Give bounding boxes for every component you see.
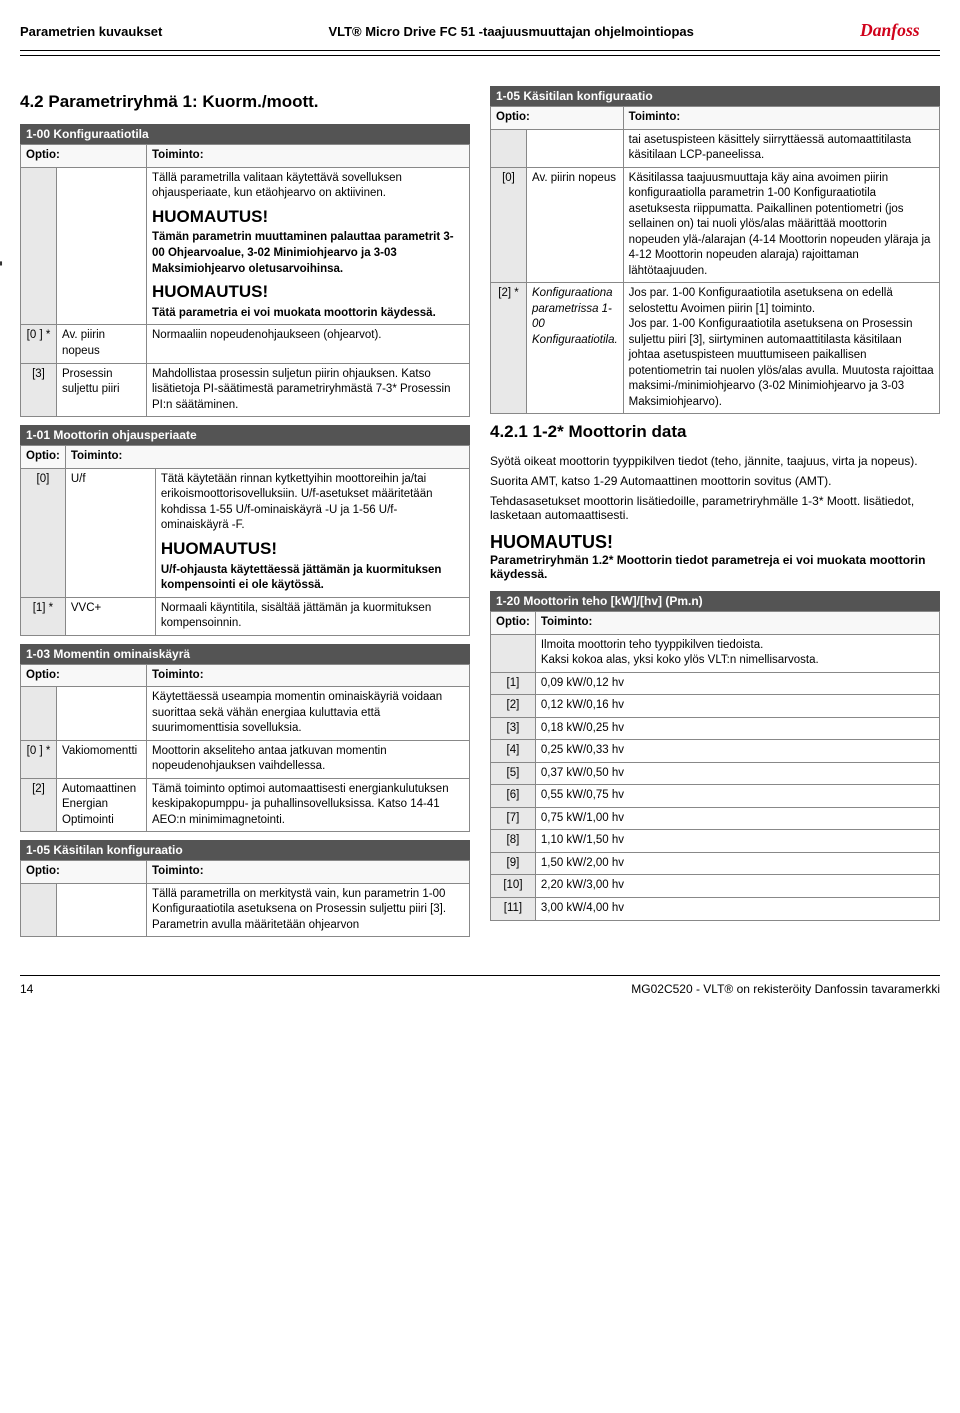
toiminto-label: Toiminto: (623, 107, 939, 130)
table-row: Ilmoita moottorin teho tyyppikilven tied… (491, 634, 940, 672)
table-row: [1] * VVC+ Normaali käyntitila, sisältää… (21, 597, 470, 635)
table-row: [0] U/f Tätä käytetään rinnan kytkettyih… (21, 468, 470, 597)
param-1-05-header: 1-05 Käsitilan konfiguraatio (490, 86, 940, 106)
table-row: [2] * Konfiguraationa parametrissa 1-00 … (491, 283, 940, 414)
section-4-2-1-p3: Tehdasasetukset moottorin lisätiedoille,… (490, 494, 940, 522)
table-row: Käytettäessä useampia momentin ominaiskä… (21, 687, 470, 741)
section-4-2-1-p1: Syötä oikeat moottorin tyyppikilven tied… (490, 454, 940, 468)
huomautus-title: HUOMAUTUS! (152, 206, 464, 229)
huomautus-title: HUOMAUTUS! (152, 281, 464, 304)
toiminto-label: Toiminto: (147, 145, 470, 168)
toiminto-label: Toiminto: (535, 612, 939, 635)
param-1-20-header: 1-20 Moottorin teho [kW]/[hv] (Pm.n) (490, 591, 940, 611)
optio-label: Optio: (491, 612, 536, 635)
param-1-05-left-table: Optio: Toiminto: Tällä parametrilla on m… (20, 860, 470, 937)
table-row: [3] Prosessin suljettu piiri Mahdollista… (21, 363, 470, 417)
table-row: [11]3,00 kW/4,00 hv (491, 897, 940, 920)
table-row: tai asetuspisteen käsittely siirryttäess… (491, 129, 940, 167)
optio-label: Optio: (491, 107, 624, 130)
param-1-03-table: Optio: Toiminto: Käytettäessä useampia m… (20, 664, 470, 833)
param-1-01-header: 1-01 Moottorin ohjausperiaate (20, 425, 470, 445)
huomautus-body: U/f-ohjausta käytettäessä jättämän ja ku… (161, 564, 442, 592)
table-row: [3]0,18 kW/0,25 hv (491, 717, 940, 740)
param-1-01-table: Optio: Toiminto: [0] U/f Tätä käytetään … (20, 445, 470, 636)
section-4-2-1-p2: Suorita AMT, katso 1-29 Automaattinen mo… (490, 474, 940, 488)
optio-label: Optio: (21, 664, 147, 687)
param-1-00-header: 1-00 Konfiguraatiotila (20, 124, 470, 144)
header-center: VLT® Micro Drive FC 51 -taajuusmuuttajan… (328, 24, 693, 39)
huomautus-body: Tämän parametrin muuttaminen palauttaa p… (152, 230, 464, 277)
table-row: [6]0,55 kW/0,75 hv (491, 785, 940, 808)
section-4-2-title: 4.2 Parametriryhmä 1: Kuorm./moott. (20, 92, 470, 112)
param-1-00-table: Optio: Toiminto: Tällä parametrilla vali… (20, 144, 470, 417)
header-left: Parametrien kuvaukset (20, 24, 162, 39)
table-row: [7]0,75 kW/1,00 hv (491, 807, 940, 830)
param-1-00-intro: Tällä parametrilla valitaan käytettävä s… (152, 171, 464, 202)
page-header: Parametrien kuvaukset VLT® Micro Drive F… (20, 0, 940, 51)
table-row: Tällä parametrilla on merkitystä vain, k… (21, 883, 470, 937)
table-row: [10]2,20 kW/3,00 hv (491, 875, 940, 898)
optio-label: Optio: (21, 446, 66, 469)
table-row: [5]0,37 kW/0,50 hv (491, 762, 940, 785)
table-row: [1]0,09 kW/0,12 hv (491, 672, 940, 695)
danfoss-logo: Danfoss (860, 18, 940, 44)
page-footer: 14 MG02C520 - VLT® on rekisteröity Danfo… (20, 975, 940, 996)
page-number: 14 (20, 982, 33, 996)
chapter-number-tab: 4 (0, 236, 2, 281)
huomautus-body: Tätä parametria ei voi muokata moottorin… (152, 306, 464, 322)
toiminto-label: Toiminto: (65, 446, 469, 469)
table-row: [0 ] * Vakiomomentti Moottorin akseliteh… (21, 740, 470, 778)
svg-text:Danfoss: Danfoss (860, 20, 920, 40)
huomautus-block: HUOMAUTUS! Parametriryhmän 1.2* Moottori… (490, 532, 940, 581)
optio-label: Optio: (21, 145, 147, 168)
toiminto-label: Toiminto: (147, 664, 470, 687)
table-row: [9]1,50 kW/2,00 hv (491, 852, 940, 875)
optio-label: Optio: (21, 861, 147, 884)
section-4-2-1-title: 4.2.1 1-2* Moottorin data (490, 422, 940, 442)
param-1-03-header: 1-03 Momentin ominaiskäyrä (20, 644, 470, 664)
table-row: [0 ] * Av. piirin nopeus Normaaliin nope… (21, 325, 470, 363)
param-1-05-right-table: Optio: Toiminto: tai asetuspisteen käsit… (490, 106, 940, 414)
toiminto-label: Toiminto: (147, 861, 470, 884)
table-row: [0] Av. piirin nopeus Käsitilassa taajuu… (491, 167, 940, 283)
footer-right: MG02C520 - VLT® on rekisteröity Danfossi… (631, 982, 940, 996)
table-row: [8]1,10 kW/1,50 hv (491, 830, 940, 853)
param-1-20-table: Optio: Toiminto: Ilmoita moottorin teho … (490, 611, 940, 920)
header-rule (20, 55, 940, 56)
huomautus-body: Parametriryhmän 1.2* Moottorin tiedot pa… (490, 553, 925, 581)
param-1-05-header: 1-05 Käsitilan konfiguraatio (20, 840, 470, 860)
table-row: [2]0,12 kW/0,16 hv (491, 695, 940, 718)
table-row: [4]0,25 kW/0,33 hv (491, 740, 940, 763)
huomautus-title: HUOMAUTUS! (161, 538, 464, 561)
huomautus-title: HUOMAUTUS! (490, 532, 940, 553)
table-row: [2] Automaattinen Energian Optimointi Tä… (21, 778, 470, 832)
